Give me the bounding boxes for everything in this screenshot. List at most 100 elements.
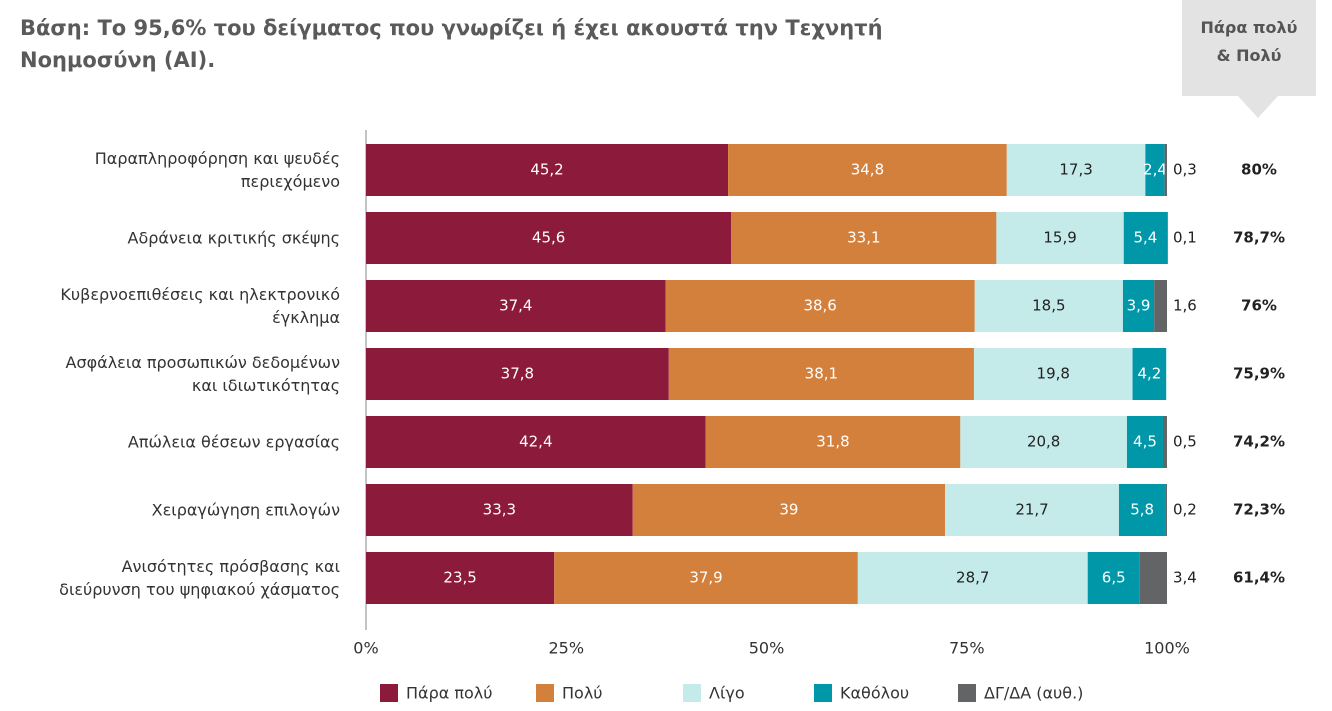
value-label: 45,6 [532,229,565,247]
value-label: 33,3 [483,501,516,519]
value-label: 37,8 [501,365,534,383]
x-tick-label: 75% [949,639,985,658]
top2-title: Πάρα πολύ & Πολύ [1200,18,1298,65]
legend-swatch [683,684,701,702]
bar-segment [728,144,1007,196]
value-label: 39 [779,501,798,519]
category-label: Αδράνεια κριτικής σκέψης [127,228,340,248]
bar-segment [554,552,858,604]
value-label: 38,6 [803,297,836,315]
bar-segment [1165,484,1167,536]
value-label: 18,5 [1032,297,1065,315]
legend-label: Λίγο [709,684,745,703]
legend-label: Καθόλου [840,684,909,703]
bar-segment [996,212,1124,264]
bar-segment [960,416,1127,468]
top2-label: 61,4% [1233,569,1285,587]
value-label: 42,4 [519,433,552,451]
category-label: Απώλεια θέσεων εργασίας [127,432,340,452]
x-tick-label: 50% [749,639,785,658]
value-label: 2,4 [1143,161,1167,179]
legend-swatch [536,684,554,702]
value-label: 4,2 [1137,365,1161,383]
top2-label: 75,9% [1233,365,1285,383]
category-label: Παραπληροφόρηση και ψευδές περιεχόμενο [94,149,340,191]
value-label: 23,5 [443,569,476,587]
value-label: 0,1 [1173,229,1197,247]
value-label: 37,4 [499,297,532,315]
value-label: 3,4 [1173,569,1197,587]
bar-segment [1118,484,1166,536]
legend-swatch [958,684,976,702]
bar-segment [366,212,732,264]
bar-segment [1122,280,1155,332]
top2-label: 72,3% [1233,501,1285,519]
top2-label: 74,2% [1233,433,1285,451]
category-label: Ασφάλεια προσωπικών δεδομένων και ιδιωτι… [65,353,340,395]
bar-segment [1154,280,1167,332]
value-label: 15,9 [1043,229,1076,247]
legend-label: ΔΓ/ΔΑ (αυθ.) [984,684,1083,703]
value-label: 4,5 [1133,433,1157,451]
bar-segment [1139,552,1167,604]
value-label: 5,8 [1130,501,1154,519]
chart-title: Βάση: Το 95,6% του δείγματος που γνωρίζε… [20,16,883,72]
value-label: 0,5 [1173,433,1197,451]
bar-segment [945,484,1119,536]
top2-label: 78,7% [1233,229,1285,247]
category-label: Ανισότητες πρόσβασης και διεύρυνση του ψ… [59,557,340,599]
top2-arrow [1238,96,1278,118]
value-label: 21,7 [1015,501,1048,519]
bar-segment [1123,212,1167,264]
bar-segment [1162,416,1167,468]
top2-label: 76% [1241,297,1277,315]
bar-segment [1132,348,1167,400]
legend-swatch [380,684,398,702]
bar-segment [1087,552,1140,604]
bar-segment [632,484,946,536]
bar-segment [731,212,997,264]
bar-segment [1006,144,1146,196]
bar-segment [1167,212,1168,264]
bar-segment [857,552,1088,604]
value-label: 20,8 [1027,433,1060,451]
x-tick-label: 100% [1144,639,1190,658]
bar-segment [366,552,555,604]
category-label: Κυβερνοεπιθέσεις και ηλεκτρονικό έγκλημα [60,285,340,327]
value-label: 17,3 [1059,161,1092,179]
value-label: 19,8 [1037,365,1070,383]
value-label: 45,2 [530,161,563,179]
x-tick-label: 25% [548,639,584,658]
value-label: 28,7 [956,569,989,587]
value-label: 34,8 [851,161,884,179]
value-label: 0,3 [1173,161,1197,179]
category-label: Χειραγώγηση επιλογών [151,500,340,520]
value-label: 33,1 [847,229,880,247]
value-label: 38,1 [805,365,838,383]
x-tick-label: 0% [353,639,378,658]
value-label: 0,2 [1173,501,1197,519]
bar-segment [668,348,974,400]
bar-segment [974,280,1123,332]
bar-segment [1145,144,1165,196]
bar-segment [366,416,706,468]
value-label: 1,6 [1173,297,1197,315]
legend-swatch [814,684,832,702]
value-label: 3,9 [1127,297,1151,315]
value-label: 5,4 [1133,229,1157,247]
legend-label: Πάρα πολύ [406,684,493,703]
bar-segment [1126,416,1163,468]
bar-segment [366,280,666,332]
value-label: 31,8 [816,433,849,451]
top2-label: 80% [1241,161,1277,179]
top2-box [1182,0,1316,96]
legend-label: Πολύ [562,684,603,703]
value-label: 6,5 [1102,569,1126,587]
bar-segment [366,144,729,196]
bar-segment [366,484,633,536]
bar-segment [665,280,975,332]
bar-segment [1164,144,1167,196]
bar-segment [705,416,961,468]
